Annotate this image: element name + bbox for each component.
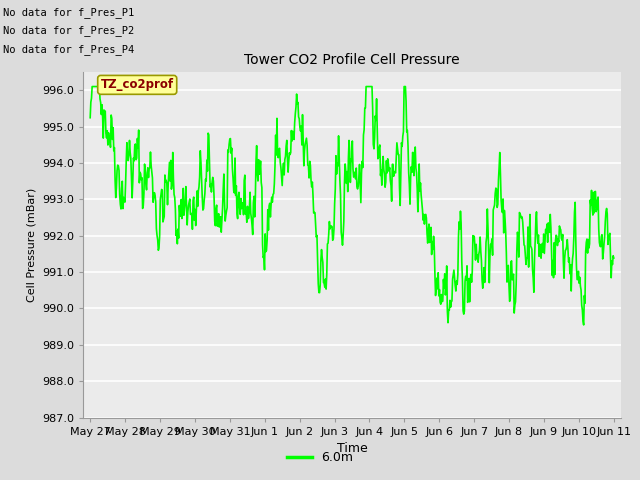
Title: Tower CO2 Profile Cell Pressure: Tower CO2 Profile Cell Pressure (244, 53, 460, 67)
Legend: 6.0m: 6.0m (282, 446, 358, 469)
Y-axis label: Cell Pressure (mBar): Cell Pressure (mBar) (27, 188, 36, 302)
Text: No data for f_Pres_P1: No data for f_Pres_P1 (3, 7, 134, 18)
Text: No data for f_Pres_P4: No data for f_Pres_P4 (3, 44, 134, 55)
Text: TZ_co2prof: TZ_co2prof (100, 78, 174, 91)
X-axis label: Time: Time (337, 442, 367, 455)
Text: No data for f_Pres_P2: No data for f_Pres_P2 (3, 25, 134, 36)
